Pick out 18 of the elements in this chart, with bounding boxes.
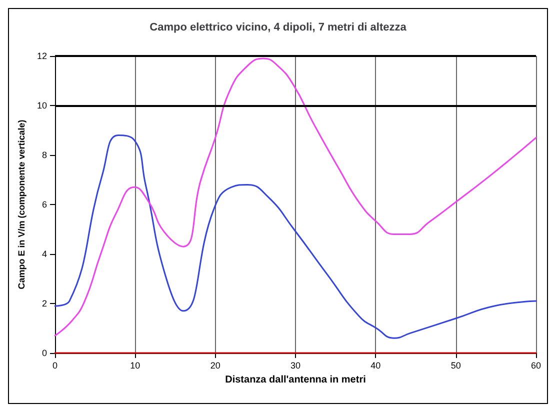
x-tick-label: 10 xyxy=(130,360,140,370)
y-tick-label: 6 xyxy=(42,200,47,210)
y-tick-label: 12 xyxy=(36,51,47,61)
y-tick-label: 2 xyxy=(42,298,47,308)
y-tick-label: 10 xyxy=(36,100,47,110)
y-axis-title: Campo E in V/m (componente verticale) xyxy=(16,120,27,290)
x-tick-label: 30 xyxy=(290,360,301,370)
x-tick-label: 0 xyxy=(52,360,58,370)
x-tick-label: 50 xyxy=(450,360,461,370)
y-tick-label: 8 xyxy=(42,150,47,160)
y-tick-label: 4 xyxy=(42,249,47,259)
y-tick-label: 0 xyxy=(42,348,47,358)
x-tick-label: 20 xyxy=(210,360,220,370)
x-tick-label: 60 xyxy=(530,360,542,370)
line-series xyxy=(54,134,537,339)
chart-title: Campo elettrico vicino, 4 dipoli, 7 metri di altezza xyxy=(150,22,408,34)
x-axis-title: Distanza dall'antenna in metri xyxy=(225,374,366,386)
x-tick-label: 40 xyxy=(370,360,381,370)
